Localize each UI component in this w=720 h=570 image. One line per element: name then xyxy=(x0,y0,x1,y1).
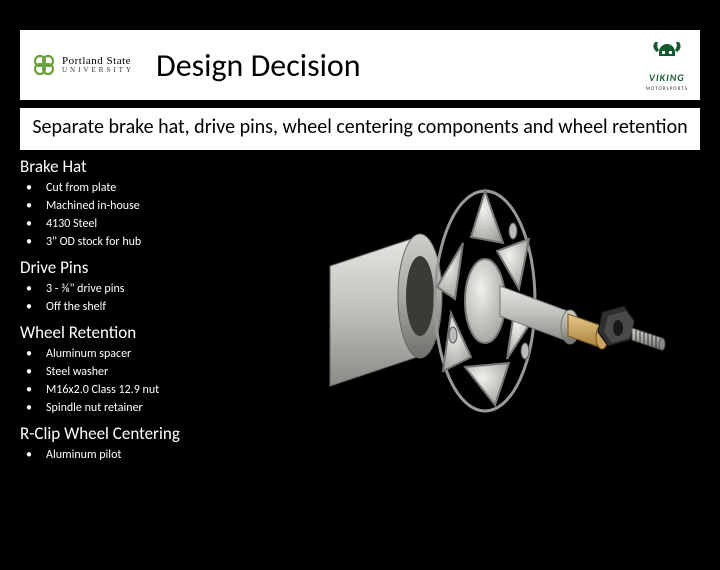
section-title: Brake Hat xyxy=(20,156,280,177)
hub-render-image xyxy=(290,146,710,466)
list-item: Cut from plate xyxy=(26,179,280,197)
list-item: Steel washer xyxy=(26,363,280,381)
viking-subtext: MOTORSPORTS xyxy=(646,86,688,92)
list-item: Aluminum spacer xyxy=(26,345,280,363)
content-area: Brake HatCut from plateMachined in-house… xyxy=(20,156,700,464)
section-title: Wheel Retention xyxy=(20,322,280,343)
list-item: Spindle nut retainer xyxy=(26,399,280,417)
list-item: Machined in-house xyxy=(26,197,280,215)
list-item: 3 - ⅜" drive pins xyxy=(26,280,280,298)
slide-subhead: Separate brake hat, drive pins, wheel ce… xyxy=(20,108,700,150)
list-item: Off the shelf xyxy=(26,298,280,316)
section-list: Cut from plateMachined in-house4130 Stee… xyxy=(20,179,280,251)
list-item: Aluminum pilot xyxy=(26,446,280,464)
spec-sections: Brake HatCut from plateMachined in-house… xyxy=(20,156,280,464)
section-list: 3 - ⅜" drive pinsOff the shelf xyxy=(20,280,280,316)
header-bar: Portland State UNIVERSITY Design Decisio… xyxy=(20,30,700,100)
list-item: 3" OD stock for hub xyxy=(26,233,280,251)
viking-helmet-icon xyxy=(647,38,687,69)
psu-logo: Portland State UNIVERSITY xyxy=(32,53,134,77)
section-title: R-Clip Wheel Centering xyxy=(20,423,280,444)
section-list: Aluminum spacerSteel washerM16x2.0 Class… xyxy=(20,345,280,417)
list-item: M16x2.0 Class 12.9 nut xyxy=(26,381,280,399)
section-list: Aluminum pilot xyxy=(20,446,280,464)
psu-knot-icon xyxy=(32,53,56,77)
section-title: Drive Pins xyxy=(20,257,280,278)
psu-logo-line2: UNIVERSITY xyxy=(62,67,134,75)
viking-logo: VIKING MOTORSPORTS xyxy=(646,38,688,92)
viking-brand-text: VIKING xyxy=(649,71,685,84)
slide-title: Design Decision xyxy=(146,46,634,85)
list-item: 4130 Steel xyxy=(26,215,280,233)
